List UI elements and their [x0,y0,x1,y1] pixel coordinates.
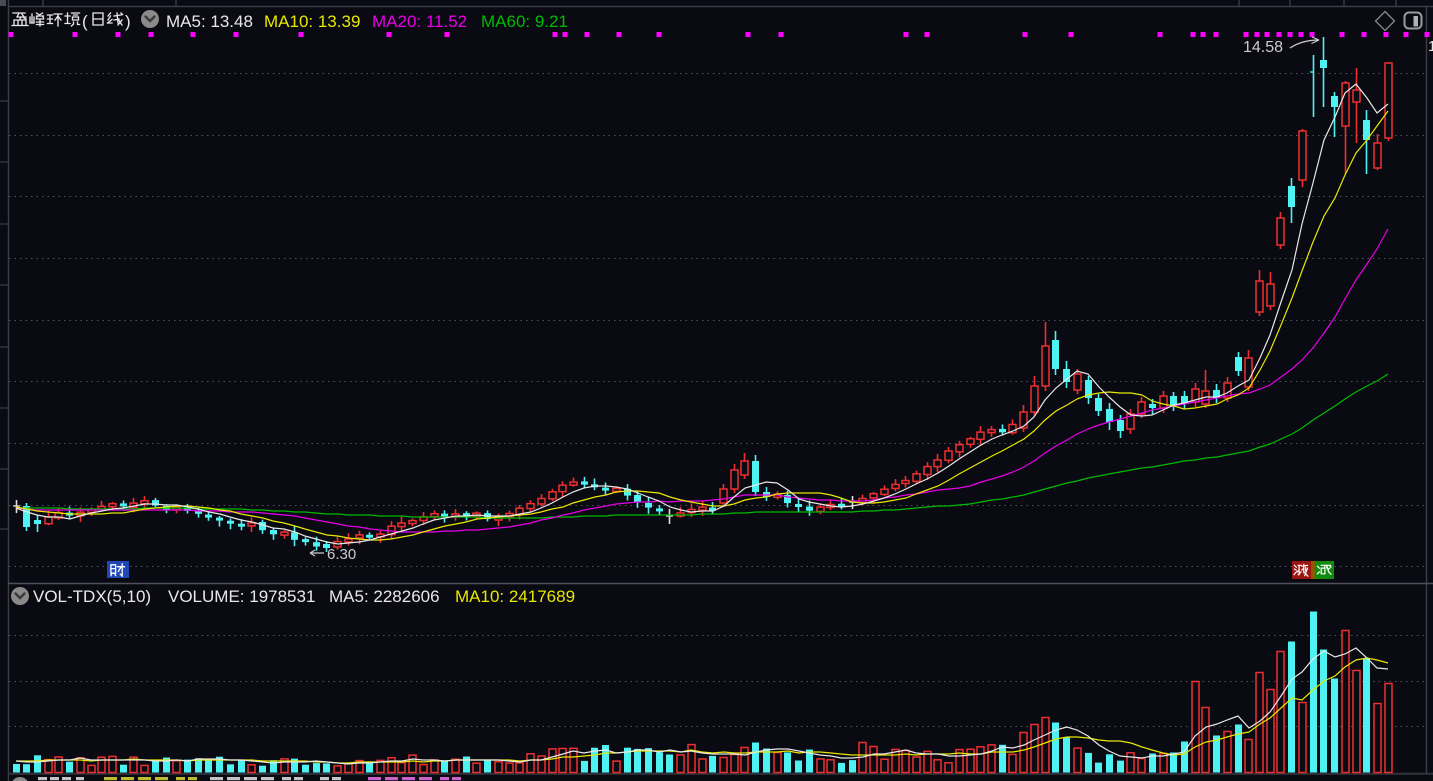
svg-text:MA10: 13.39: MA10: 13.39 [264,12,360,31]
svg-text:MA20: 11.52: MA20: 11.52 [372,12,467,31]
svg-text:): ) [125,12,131,31]
svg-text:VOLUME: 1978531: VOLUME: 1978531 [168,587,315,606]
svg-text:MA60: 9.21: MA60: 9.21 [481,12,568,31]
svg-text:MA10: 2417689: MA10: 2417689 [455,587,575,606]
svg-text:MA5: 13.48: MA5: 13.48 [166,12,253,31]
svg-text:14.58: 14.58 [1243,39,1283,56]
svg-text:VOL-TDX(5,10): VOL-TDX(5,10) [33,587,151,606]
svg-text:6.30: 6.30 [327,546,356,563]
svg-text:14: 14 [1428,38,1433,55]
svg-text:(: ( [82,12,88,31]
svg-text:MA5: 2282606: MA5: 2282606 [329,587,440,606]
